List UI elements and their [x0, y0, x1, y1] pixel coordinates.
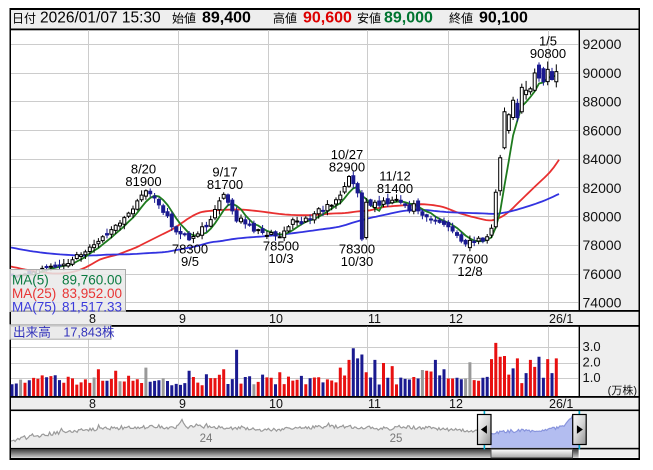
svg-text:MA(75): MA(75): [12, 299, 56, 314]
svg-text:81700: 81700: [207, 177, 243, 192]
svg-text:78300: 78300: [172, 242, 208, 257]
svg-text:10: 10: [269, 397, 283, 411]
svg-text:3.0: 3.0: [583, 339, 601, 354]
svg-text:90800: 90800: [530, 46, 566, 61]
svg-text:12: 12: [449, 312, 463, 326]
svg-text:78000: 78000: [583, 237, 622, 253]
svg-text:89,000: 89,000: [384, 10, 433, 27]
svg-text:90000: 90000: [583, 65, 622, 81]
svg-text:高値: 高値: [273, 11, 297, 26]
svg-text:90,600: 90,600: [303, 10, 352, 27]
svg-text:11: 11: [368, 397, 381, 411]
svg-text:日付: 日付: [12, 12, 36, 26]
svg-text:終値: 終値: [449, 11, 473, 26]
svg-text:80000: 80000: [583, 209, 622, 225]
svg-text:1/5: 1/5: [539, 34, 557, 49]
svg-text:(万株): (万株): [608, 383, 637, 397]
svg-text:81900: 81900: [125, 174, 161, 189]
svg-text:出来高 17,843株: 出来高 17,843株: [13, 325, 115, 340]
svg-text:8/20: 8/20: [131, 161, 156, 176]
svg-text:78300: 78300: [339, 242, 375, 257]
svg-text:9: 9: [179, 312, 186, 326]
svg-text:11: 11: [368, 312, 381, 326]
svg-text:9/17: 9/17: [212, 164, 237, 179]
svg-text:1.0: 1.0: [583, 370, 601, 385]
svg-text:92000: 92000: [583, 36, 622, 52]
svg-text:83,952.00: 83,952.00: [62, 286, 122, 301]
svg-text:89,760.00: 89,760.00: [62, 273, 122, 288]
svg-text:90,100: 90,100: [479, 10, 528, 27]
svg-text:9: 9: [179, 397, 186, 411]
svg-text:8: 8: [89, 397, 96, 411]
svg-text:12: 12: [449, 397, 463, 411]
svg-text:10/27: 10/27: [331, 147, 364, 162]
svg-text:2.0: 2.0: [583, 354, 601, 369]
svg-text:77600: 77600: [452, 252, 488, 267]
svg-text:10/30: 10/30: [341, 254, 374, 269]
svg-text:26/1: 26/1: [549, 312, 573, 326]
svg-text:82000: 82000: [583, 180, 622, 196]
svg-text:8: 8: [89, 312, 96, 326]
svg-text:89,400: 89,400: [202, 10, 251, 27]
svg-text:10: 10: [269, 312, 283, 326]
svg-text:2026/01/07 15:30: 2026/01/07 15:30: [40, 10, 161, 27]
svg-text:安値: 安値: [357, 11, 381, 26]
svg-text:25: 25: [390, 433, 403, 445]
svg-text:82900: 82900: [329, 160, 365, 175]
svg-text:12/8: 12/8: [457, 264, 482, 279]
svg-text:81400: 81400: [377, 181, 413, 196]
svg-text:26/1: 26/1: [549, 397, 573, 411]
svg-text:始値: 始値: [172, 11, 196, 26]
svg-text:MA(5): MA(5): [12, 273, 49, 288]
svg-text:74000: 74000: [583, 295, 622, 311]
svg-text:24: 24: [200, 433, 213, 445]
svg-text:81,517.33: 81,517.33: [62, 299, 122, 314]
svg-text:78500: 78500: [263, 239, 299, 254]
svg-text:9/5: 9/5: [181, 254, 199, 269]
svg-text:86000: 86000: [583, 122, 622, 138]
svg-text:76000: 76000: [583, 266, 622, 282]
svg-text:84000: 84000: [583, 151, 622, 167]
svg-text:MA(25): MA(25): [12, 286, 56, 301]
svg-text:10/3: 10/3: [268, 251, 293, 266]
svg-text:11/12: 11/12: [379, 169, 411, 184]
svg-text:88000: 88000: [583, 94, 622, 110]
